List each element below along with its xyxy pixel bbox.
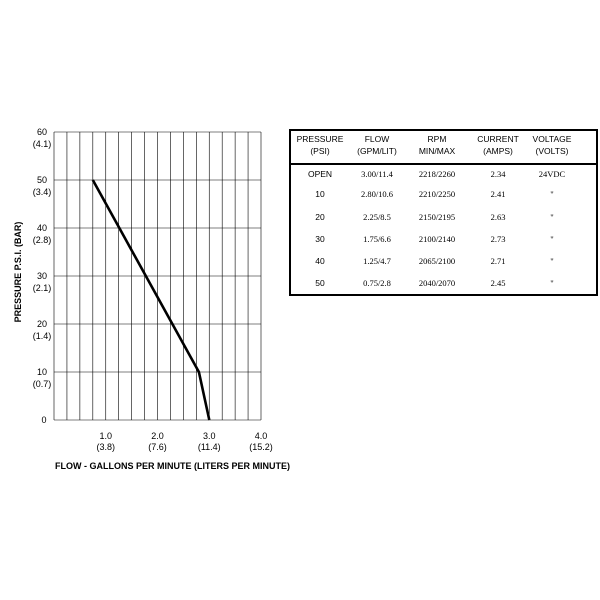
table-cell: 2210/2250 bbox=[418, 189, 456, 199]
table-header-sub-1: (PSI) bbox=[310, 146, 330, 156]
table-cell: 1.75/6.6 bbox=[363, 234, 391, 244]
x-axis-title: FLOW - GALLONS PER MINUTE (LITERS PER MI… bbox=[55, 461, 290, 471]
table-header-5: VOLTAGE bbox=[532, 134, 572, 144]
table-row: 10 2.80/10.6 2210/2250 2.41 " bbox=[291, 189, 596, 203]
table-cell: " bbox=[550, 234, 554, 244]
table-cell: 2.25/8.5 bbox=[363, 212, 391, 222]
x-tick-label: 4.0 bbox=[255, 431, 268, 441]
table-cell: 10 bbox=[315, 189, 325, 199]
y-tick-label: 50 bbox=[37, 175, 47, 185]
table-cell: OPEN bbox=[307, 169, 333, 179]
x-tick-label: 1.0 bbox=[99, 431, 112, 441]
table-row: 30 1.75/6.6 2100/2140 2.73 " bbox=[291, 234, 596, 248]
table-header-sub-3: MIN/MAX bbox=[418, 146, 456, 156]
table-cell: 2.63 bbox=[490, 212, 506, 222]
x-tick-label: 3.0 bbox=[203, 431, 216, 441]
table-header-2: FLOW bbox=[364, 134, 390, 144]
table-cell: 2.41 bbox=[490, 189, 506, 199]
table-row: 40 1.25/4.7 2065/2100 2.71 " bbox=[291, 256, 596, 270]
table-row: 20 2.25/8.5 2150/2195 2.63 " bbox=[291, 212, 596, 226]
y-tick-label: 40 bbox=[37, 223, 47, 233]
y-tick-sublabel: (1.4) bbox=[33, 331, 52, 341]
table-header-sub-2: (GPM/LIT) bbox=[357, 146, 397, 156]
table-cell: " bbox=[550, 212, 554, 222]
x-tick-label: 2.0 bbox=[151, 431, 164, 441]
table-cell: " bbox=[550, 256, 554, 266]
table-cell: 2065/2100 bbox=[418, 256, 456, 266]
x-tick-sublabel: (15.2) bbox=[249, 442, 273, 452]
x-tick-sublabel: (3.8) bbox=[96, 442, 115, 452]
table-cell: " bbox=[550, 278, 554, 288]
table-header-1: PRESSURE bbox=[296, 134, 344, 144]
table-cell: 2.73 bbox=[490, 234, 506, 244]
y-tick-label: 60 bbox=[37, 127, 47, 137]
x-tick-sublabel: (11.4) bbox=[198, 442, 221, 452]
table-header-sub-4: (AMPS) bbox=[483, 146, 513, 156]
table-cell: 1.25/4.7 bbox=[363, 256, 391, 266]
y-tick-sublabel: (0.7) bbox=[33, 379, 52, 389]
x-tick-labels: 1.0(3.8) 2.0(7.6) 3.0(11.4) 4.0(15.2) bbox=[96, 431, 272, 452]
y-tick-sublabel: (3.4) bbox=[33, 187, 52, 197]
table-cell: 2150/2195 bbox=[418, 212, 456, 222]
table-cell: 2.45 bbox=[490, 278, 506, 288]
table-cell: 2.80/10.6 bbox=[360, 189, 394, 199]
table-cell: 3.00/11.4 bbox=[361, 169, 393, 179]
table-cell: 2.71 bbox=[490, 256, 506, 266]
table-row: OPEN 3.00/11.4 2218/2260 2.34 24VDC bbox=[291, 169, 596, 183]
table-cell: 2040/2070 bbox=[418, 278, 456, 288]
table-cell: 2100/2140 bbox=[418, 234, 456, 244]
spec-table: PRESSURE (PSI) FLOW (GPM/LIT) RPM MIN/MAX CURR… bbox=[289, 129, 598, 296]
table-header-4: CURRENT bbox=[477, 134, 519, 144]
y-tick-sublabel: (2.8) bbox=[33, 235, 52, 245]
y-tick-label: 0 bbox=[41, 415, 46, 425]
table-header-3: RPM bbox=[427, 134, 447, 144]
table-cell: 24VDC bbox=[538, 169, 566, 179]
performance-curve-layer bbox=[91, 179, 211, 421]
table-cell: 30 bbox=[315, 234, 325, 244]
table-cell: 20 bbox=[315, 212, 325, 222]
table-cell: 2218/2260 bbox=[418, 169, 456, 179]
y-tick-sublabel: (2.1) bbox=[33, 283, 52, 293]
performance-curve bbox=[91, 179, 211, 421]
y-tick-label: 30 bbox=[37, 271, 47, 281]
y-tick-label: 20 bbox=[37, 319, 47, 329]
table-cell: " bbox=[550, 189, 554, 199]
table-cell: 40 bbox=[315, 256, 325, 266]
table-cell: 2.34 bbox=[490, 169, 506, 179]
table-header-sub-5: (VOLTS) bbox=[535, 146, 569, 156]
y-tick-labels: 0 10 (0.7) 20 (1.4) 30 (2.1) 40 (2.8) 50 (3.4) 60 (4… bbox=[33, 127, 52, 425]
y-tick-label: 10 bbox=[37, 367, 47, 377]
y-tick-sublabel: (4.1) bbox=[33, 139, 52, 149]
table-cell: 50 bbox=[315, 278, 325, 288]
table-row: 50 0.75/2.8 2040/2070 2.45 " bbox=[291, 278, 596, 292]
chart-grid bbox=[53, 131, 262, 421]
x-tick-sublabel: (7.6) bbox=[148, 442, 167, 452]
y-axis-title: PRESSURE P.S.I. (BAR) bbox=[13, 222, 23, 323]
table-cell: 0.75/2.8 bbox=[363, 278, 391, 288]
table-header-row: PRESSURE (PSI) FLOW (GPM/LIT) RPM MIN/MAX CURR… bbox=[291, 131, 596, 165]
